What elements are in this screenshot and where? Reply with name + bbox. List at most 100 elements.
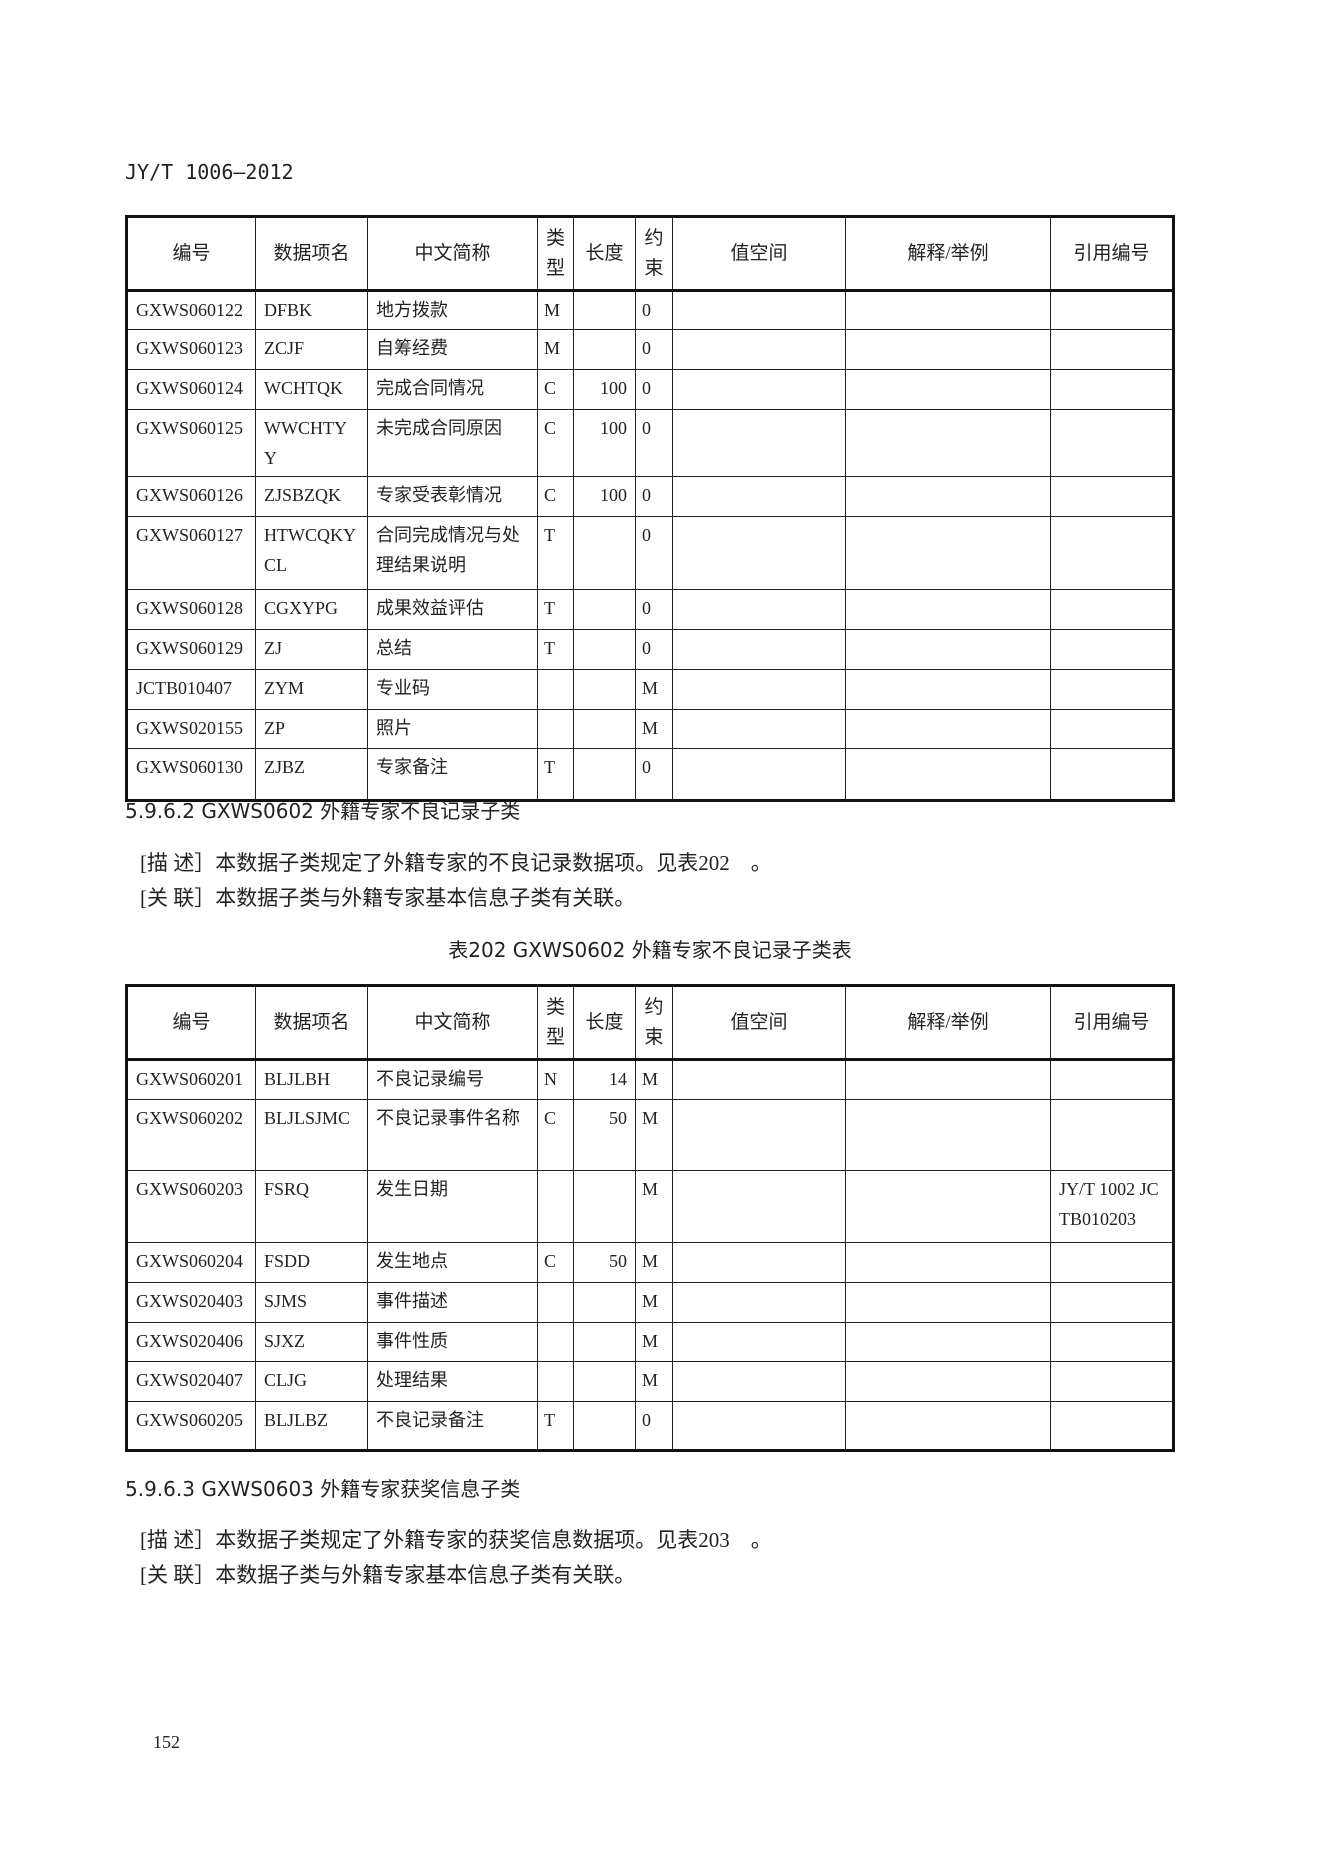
- table-cell: [1050, 1361, 1174, 1402]
- table-cell: 100: [573, 409, 636, 477]
- table-cell: 0: [635, 589, 673, 630]
- table-cell: [672, 1401, 846, 1451]
- column-header: 引用编号: [1050, 216, 1174, 291]
- table-cell: [537, 669, 574, 710]
- table-cell: 不良记录备注: [367, 1401, 538, 1451]
- table-cell: [1050, 748, 1174, 801]
- table-cell: 事件性质: [367, 1322, 538, 1362]
- table-cell: [845, 1059, 1051, 1100]
- table-cell: [573, 1170, 636, 1243]
- table-cell: GXWS060125: [126, 409, 256, 477]
- table-cell: CGXYPG: [255, 589, 368, 630]
- table-row: GXWS020155 ZP 照片 M: [126, 709, 1174, 749]
- table-cell: [672, 1059, 846, 1100]
- table-cell: [672, 1322, 846, 1362]
- table-cell: 0: [635, 748, 673, 801]
- table-row: GXWS020403 SJMS 事件描述 M: [126, 1282, 1174, 1323]
- table-cell: M: [537, 329, 574, 370]
- table-cell: [672, 476, 846, 517]
- table-cell: C: [537, 1242, 574, 1283]
- table-cell: SJXZ: [255, 1322, 368, 1362]
- table-cell: BLJLBZ: [255, 1401, 368, 1451]
- table-cell: GXWS020407: [126, 1361, 256, 1402]
- table-cell: 专家备注: [367, 748, 538, 801]
- table-cell: [1050, 290, 1174, 330]
- table-cell: M: [635, 1322, 673, 1362]
- table-cell: [537, 709, 574, 749]
- table-cell: GXWS060130: [126, 748, 256, 801]
- section-relation: [关 联］本数据子类与外籍专家基本信息子类有关联。: [140, 1563, 636, 1587]
- table-cell: [672, 709, 846, 749]
- table-cell: GXWS060126: [126, 476, 256, 517]
- table-cell: ZJ: [255, 629, 368, 670]
- table-cell: ZJSBZQK: [255, 476, 368, 517]
- table-row: GXWS060123 ZCJF 自筹经费 M 0: [126, 329, 1174, 370]
- table-cell: [672, 1242, 846, 1283]
- table-cell: [537, 1170, 574, 1243]
- table-cell: 0: [635, 290, 673, 330]
- table-cell: T: [537, 629, 574, 670]
- table-cell: M: [635, 1282, 673, 1323]
- table-cell: M: [635, 1099, 673, 1171]
- table-cell: CLJG: [255, 1361, 368, 1402]
- document-code: JY/T 1006—2012: [125, 160, 294, 184]
- table-cell: [845, 1361, 1051, 1402]
- table-cell: [573, 516, 636, 590]
- table-cell: M: [635, 1170, 673, 1243]
- table-cell: T: [537, 516, 574, 590]
- table-cell: [537, 1361, 574, 1402]
- table-cell: 不良记录编号: [367, 1059, 538, 1100]
- table-cell: [1050, 516, 1174, 590]
- table-cell: [672, 516, 846, 590]
- table-cell: 发生地点: [367, 1242, 538, 1283]
- table-cell: [1050, 476, 1174, 517]
- table-row: GXWS060201 BLJLBH 不良记录编号 N 14 M: [126, 1059, 1174, 1100]
- table-cell: DFBK: [255, 290, 368, 330]
- table-cell: [672, 329, 846, 370]
- section-heading-0602: 5.9.6.2 GXWS0602 外籍专家不良记录子类: [125, 799, 521, 823]
- table-cell: [1050, 1322, 1174, 1362]
- table-cell: 0: [635, 329, 673, 370]
- table-cell: [672, 589, 846, 630]
- table-cell: [573, 669, 636, 710]
- table-cell: M: [635, 709, 673, 749]
- table-cell: [672, 290, 846, 330]
- table-cell: FSRQ: [255, 1170, 368, 1243]
- table-cell: JCTB010407: [126, 669, 256, 710]
- table-cell: 0: [635, 1401, 673, 1451]
- table-cell: GXWS060201: [126, 1059, 256, 1100]
- table-cell: [1050, 709, 1174, 749]
- table-cell: [845, 290, 1051, 330]
- table-cell: [1050, 369, 1174, 410]
- table-cell: [845, 409, 1051, 477]
- table-cell: 成果效益评估: [367, 589, 538, 630]
- table-cell: M: [537, 290, 574, 330]
- table-cell: 自筹经费: [367, 329, 538, 370]
- section-description: [描 述］本数据子类规定了外籍专家的获奖信息数据项。见表203 。: [140, 1528, 772, 1552]
- table-cell: 14: [573, 1059, 636, 1100]
- table-cell: [1050, 1099, 1174, 1171]
- table-cell: [845, 669, 1051, 710]
- table-row: GXWS060128 CGXYPG 成果效益评估 T 0: [126, 589, 1174, 630]
- table-cell: [573, 589, 636, 630]
- table-cell: M: [635, 1361, 673, 1402]
- table-row: GXWS060205 BLJLBZ 不良记录备注 T 0: [126, 1401, 1174, 1451]
- table-cell: [1050, 589, 1174, 630]
- table-cell: [845, 516, 1051, 590]
- table-cell: 100: [573, 369, 636, 410]
- table-cell: [1050, 1282, 1174, 1323]
- table-cell: ZCJF: [255, 329, 368, 370]
- table-cell: GXWS020406: [126, 1322, 256, 1362]
- table-cell: [1050, 1242, 1174, 1283]
- column-header: 解释/举例: [845, 216, 1051, 291]
- table-cell: M: [635, 1242, 673, 1283]
- table-cell: [573, 1401, 636, 1451]
- table-cell: BLJLBH: [255, 1059, 368, 1100]
- table-cell: 总结: [367, 629, 538, 670]
- table-cell: T: [537, 589, 574, 630]
- column-header: 数据项名: [255, 985, 368, 1060]
- section-description: [描 述］本数据子类规定了外籍专家的不良记录数据项。见表202 。: [140, 851, 772, 875]
- column-header: 类型: [537, 985, 574, 1060]
- table-row: GXWS060130 ZJBZ 专家备注 T 0: [126, 748, 1174, 801]
- table-cell: GXWS060124: [126, 369, 256, 410]
